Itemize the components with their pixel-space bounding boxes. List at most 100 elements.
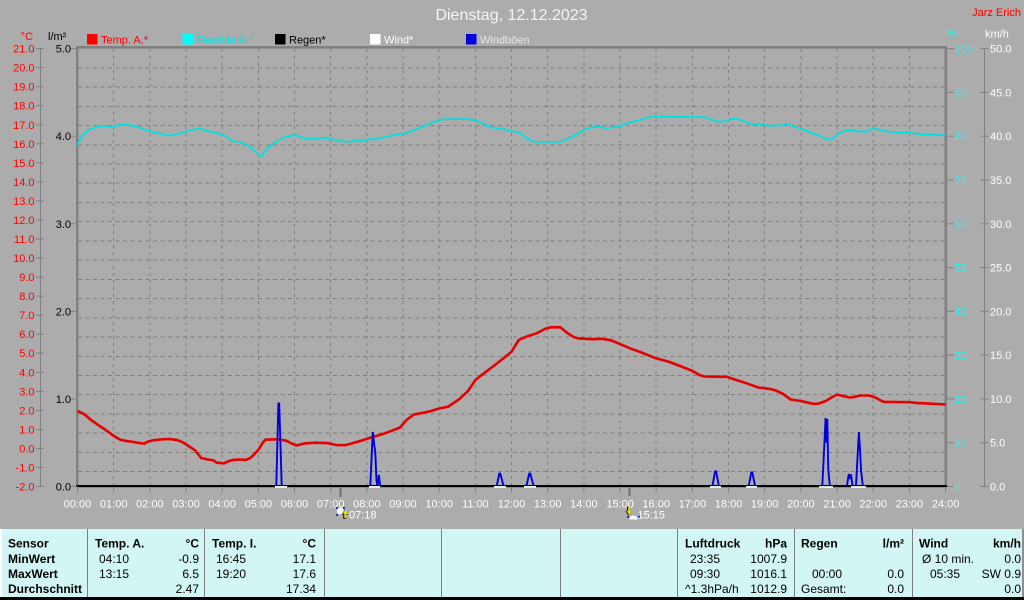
svg-text:km/h: km/h <box>993 537 1021 551</box>
svg-text:13.0: 13.0 <box>13 196 34 208</box>
svg-text:Luftdruck: Luftdruck <box>685 537 741 551</box>
svg-text:16.0: 16.0 <box>13 139 34 151</box>
svg-text:Durchschnitt: Durchschnitt <box>8 582 82 596</box>
svg-text:30: 30 <box>955 350 967 362</box>
svg-text:25.0: 25.0 <box>990 263 1011 275</box>
svg-text:%: % <box>947 29 957 41</box>
svg-text:Temp. I.: Temp. I. <box>212 537 256 551</box>
svg-text:0.0: 0.0 <box>19 443 34 455</box>
svg-text:12.0: 12.0 <box>13 215 34 227</box>
svg-text:°C: °C <box>303 537 317 551</box>
svg-text:50.0: 50.0 <box>990 44 1011 56</box>
svg-text:17.6: 17.6 <box>293 567 317 581</box>
svg-text:20:00: 20:00 <box>787 499 815 511</box>
svg-text:70: 70 <box>955 175 967 187</box>
svg-text:0.0: 0.0 <box>887 567 904 581</box>
svg-text:l/m²: l/m² <box>883 537 904 551</box>
svg-text:24:00: 24:00 <box>932 499 960 511</box>
svg-text:08:00: 08:00 <box>353 499 381 511</box>
svg-text:21.0: 21.0 <box>13 44 34 56</box>
svg-text:Feuchte A.*: Feuchte A.* <box>197 35 255 47</box>
svg-text:3.0: 3.0 <box>56 219 71 231</box>
svg-text:18:00: 18:00 <box>715 499 743 511</box>
svg-text:23:35: 23:35 <box>690 552 720 566</box>
svg-text:35.0: 35.0 <box>990 175 1011 187</box>
svg-text:17.1: 17.1 <box>293 552 317 566</box>
svg-text:2.0: 2.0 <box>19 405 34 417</box>
svg-text:19:00: 19:00 <box>751 499 779 511</box>
svg-text:18.0: 18.0 <box>13 101 34 113</box>
svg-text:4.0: 4.0 <box>19 367 34 379</box>
svg-text:40: 40 <box>955 306 967 318</box>
svg-text:0.0: 0.0 <box>1004 582 1021 596</box>
svg-text:0.0: 0.0 <box>1004 552 1021 566</box>
svg-text:-2.0: -2.0 <box>16 482 35 494</box>
svg-text:hPa: hPa <box>765 537 787 551</box>
svg-text:07:18: 07:18 <box>349 510 377 522</box>
svg-text:7.0: 7.0 <box>19 310 34 322</box>
svg-text:19:20: 19:20 <box>216 567 246 581</box>
svg-text:90: 90 <box>955 87 967 99</box>
svg-text:16:45: 16:45 <box>216 552 246 566</box>
svg-text:MaxWert: MaxWert <box>8 567 58 581</box>
svg-text:16:00: 16:00 <box>642 499 670 511</box>
svg-text:3.0: 3.0 <box>19 386 34 398</box>
svg-text:02:00: 02:00 <box>136 499 164 511</box>
svg-text:45.0: 45.0 <box>990 87 1011 99</box>
svg-text:09:00: 09:00 <box>389 499 417 511</box>
svg-text:10.0: 10.0 <box>990 394 1011 406</box>
svg-text:10.0: 10.0 <box>13 253 34 265</box>
svg-text:05:00: 05:00 <box>245 499 273 511</box>
svg-text:-0.9: -0.9 <box>178 552 199 566</box>
svg-text:Sensor: Sensor <box>8 537 49 551</box>
svg-text:2.0: 2.0 <box>56 306 71 318</box>
svg-text:20.0: 20.0 <box>13 63 34 75</box>
svg-text:22:00: 22:00 <box>859 499 887 511</box>
svg-text:0.0: 0.0 <box>56 482 71 494</box>
svg-text:5.0: 5.0 <box>19 348 34 360</box>
svg-text:10: 10 <box>955 438 967 450</box>
svg-text:°C: °C <box>21 31 33 43</box>
svg-text:13:00: 13:00 <box>534 499 562 511</box>
svg-text:8.0: 8.0 <box>19 291 34 303</box>
svg-text:09:30: 09:30 <box>690 567 720 581</box>
svg-text:SW 0.9: SW 0.9 <box>982 567 1022 581</box>
svg-text:17:00: 17:00 <box>679 499 707 511</box>
svg-text:00:00: 00:00 <box>64 499 92 511</box>
svg-text:15.0: 15.0 <box>990 350 1011 362</box>
svg-text:80: 80 <box>955 131 967 143</box>
svg-text:15.0: 15.0 <box>13 158 34 170</box>
svg-text:100: 100 <box>955 44 973 56</box>
svg-text:11:00: 11:00 <box>462 499 489 511</box>
svg-text:13:15: 13:15 <box>99 567 129 581</box>
svg-text:9.0: 9.0 <box>19 272 34 284</box>
svg-text:5.0: 5.0 <box>990 438 1005 450</box>
svg-text:0.0: 0.0 <box>887 582 904 596</box>
svg-text:Regen: Regen <box>801 537 838 551</box>
svg-text:10:00: 10:00 <box>425 499 453 511</box>
svg-text:^1.3hPa/h: ^1.3hPa/h <box>685 582 739 596</box>
svg-text:Temp. A.*: Temp. A.* <box>101 35 149 47</box>
svg-text:Jarz Erich: Jarz Erich <box>972 7 1021 19</box>
svg-text:Temp. A.: Temp. A. <box>95 537 144 551</box>
svg-text:6.5: 6.5 <box>182 567 199 581</box>
svg-text:Wind*: Wind* <box>384 35 414 47</box>
svg-text:00:00: 00:00 <box>812 567 842 581</box>
svg-text:20.0: 20.0 <box>990 306 1011 318</box>
svg-text:06:00: 06:00 <box>281 499 309 511</box>
svg-text:19.0: 19.0 <box>13 82 34 94</box>
svg-text:MinWert: MinWert <box>8 552 55 566</box>
svg-text:03:00: 03:00 <box>172 499 200 511</box>
svg-text:17.0: 17.0 <box>13 120 34 132</box>
svg-text:40.0: 40.0 <box>990 131 1011 143</box>
svg-text:Windböen: Windböen <box>480 35 530 47</box>
svg-text:4.0: 4.0 <box>56 131 71 143</box>
svg-text:Gesamt:: Gesamt: <box>801 582 846 596</box>
svg-text:04:10: 04:10 <box>99 552 129 566</box>
svg-text:05:35: 05:35 <box>930 567 960 581</box>
svg-text:1.0: 1.0 <box>56 394 71 406</box>
svg-text:50: 50 <box>955 263 967 275</box>
svg-text:Regen*: Regen* <box>289 35 326 47</box>
svg-text:14:00: 14:00 <box>570 499 598 511</box>
svg-text:15:15: 15:15 <box>638 510 666 522</box>
